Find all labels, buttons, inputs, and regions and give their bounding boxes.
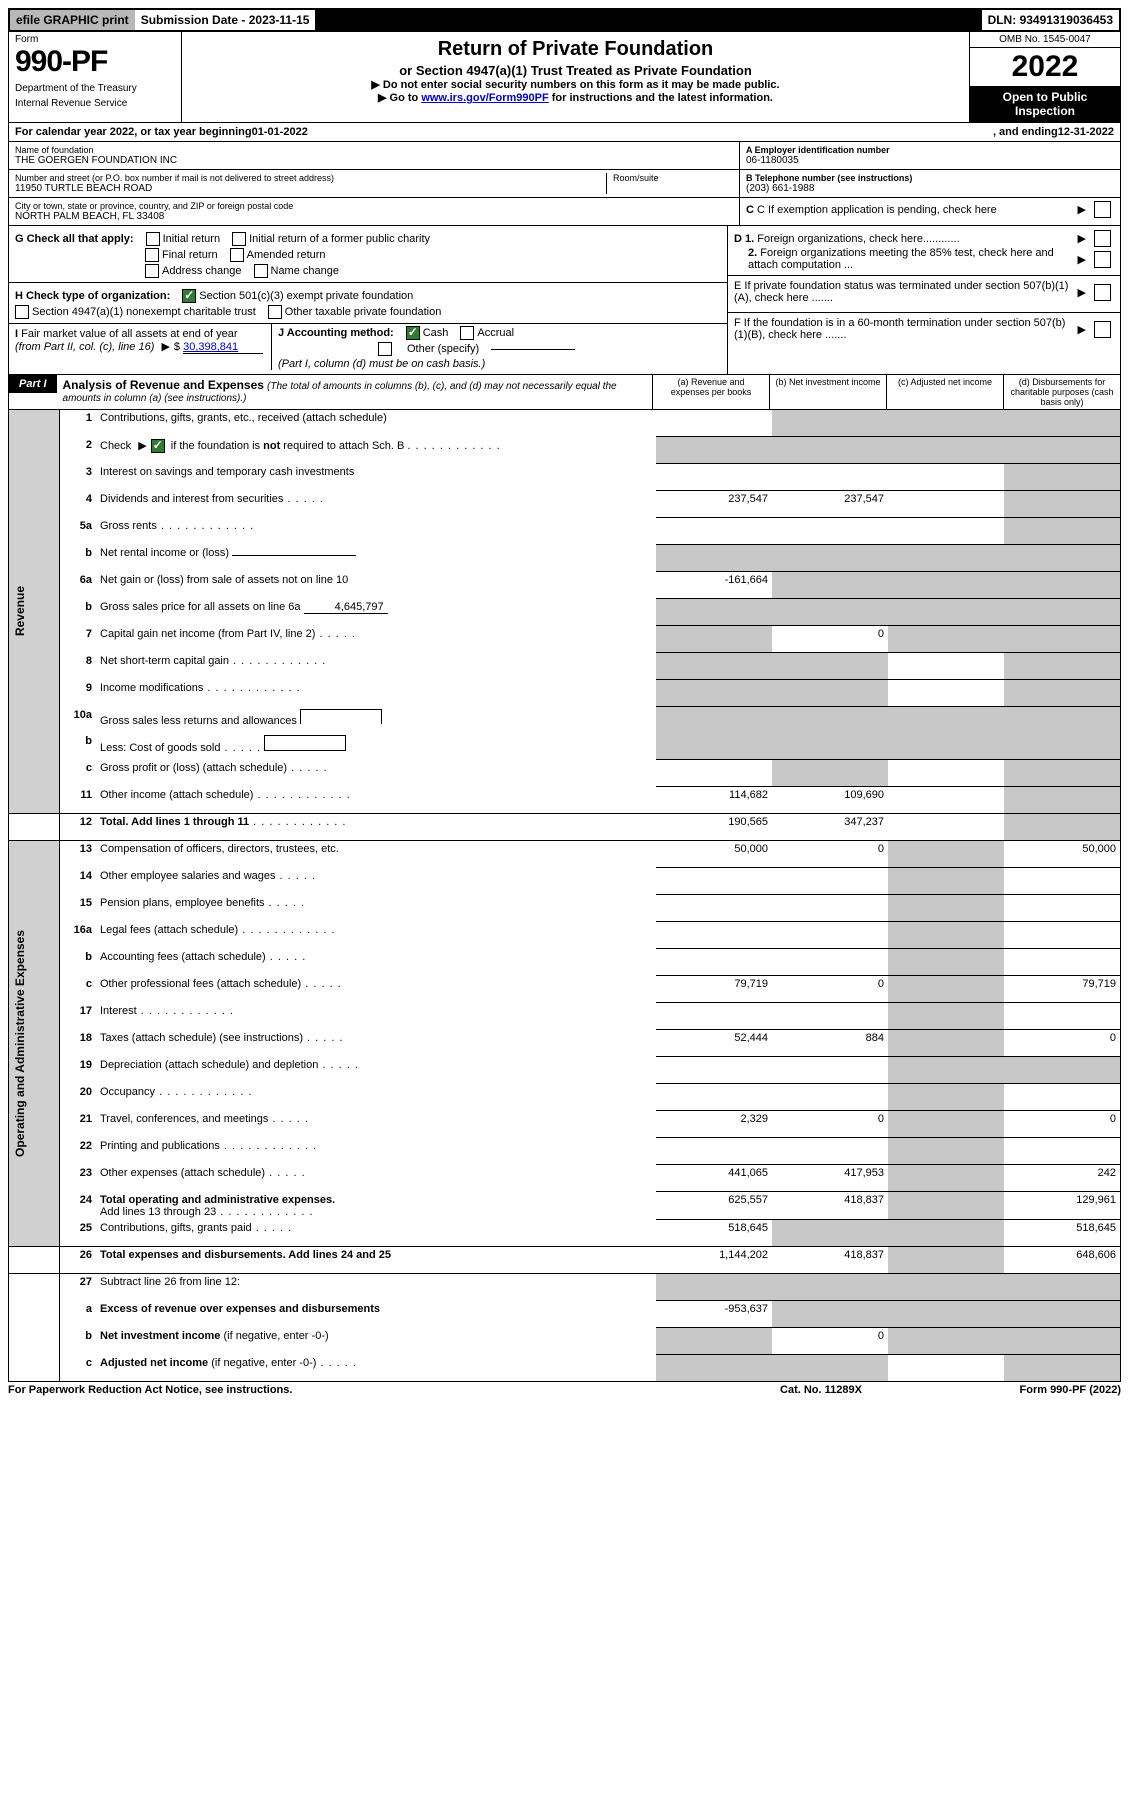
entity-block: Name of foundation THE GOERGEN FOUNDATIO… bbox=[8, 142, 1121, 226]
arrow-icon bbox=[1074, 203, 1090, 216]
part1-title: Analysis of Revenue and Expenses bbox=[63, 378, 264, 392]
room-label: Room/suite bbox=[613, 173, 733, 183]
name-change-checkbox[interactable] bbox=[254, 264, 268, 278]
topbar-filler bbox=[315, 10, 981, 30]
f-label: F If the foundation is in a 60-month ter… bbox=[734, 317, 1070, 341]
form-subtitle: or Section 4947(a)(1) Trust Treated as P… bbox=[186, 63, 965, 78]
revenue-side-label: Revenue bbox=[13, 586, 27, 636]
dln: DLN: 93491319036453 bbox=[982, 10, 1119, 30]
f-checkbox[interactable] bbox=[1094, 321, 1111, 338]
h-label: H Check type of organization: bbox=[15, 290, 170, 302]
part1-tag: Part I bbox=[9, 375, 57, 393]
e-checkbox[interactable] bbox=[1094, 284, 1111, 301]
city-state-zip: NORTH PALM BEACH, FL 33408 bbox=[15, 211, 733, 222]
fmv-value[interactable]: 30,398,841 bbox=[183, 341, 263, 354]
col-d-header: (d) Disbursements for charitable purpose… bbox=[1003, 375, 1120, 409]
page-footer: For Paperwork Reduction Act Notice, see … bbox=[8, 1382, 1121, 1396]
form-number: 990-PF bbox=[15, 45, 175, 79]
ein-label: A Employer identification number bbox=[746, 145, 1114, 155]
col-c-header: (c) Adjusted net income bbox=[886, 375, 1003, 409]
exemption-pending-checkbox[interactable] bbox=[1094, 201, 1111, 218]
part1-header: Part I Analysis of Revenue and Expenses … bbox=[8, 375, 1121, 410]
d1-checkbox[interactable] bbox=[1094, 230, 1111, 247]
501c3-checkbox[interactable] bbox=[182, 289, 196, 303]
top-bar: efile GRAPHIC print Submission Date - 20… bbox=[8, 8, 1121, 32]
form-header: Form 990-PF Department of the Treasury I… bbox=[8, 32, 1121, 123]
phone-value: (203) 661-1988 bbox=[746, 183, 1114, 194]
ssn-warning: Do not enter social security numbers on … bbox=[186, 78, 965, 91]
form990pf-link[interactable]: www.irs.gov/Form990PF bbox=[421, 92, 548, 104]
phone-label: B Telephone number (see instructions) bbox=[746, 173, 1114, 183]
open-public-badge: Open to Public Inspection bbox=[970, 86, 1120, 122]
exemption-pending-label: C C If exemption application is pending,… bbox=[746, 204, 1070, 216]
checks-block: G Check all that apply: Initial return I… bbox=[8, 226, 1121, 375]
j-label: J Accounting method: bbox=[278, 327, 394, 339]
e-label: E If private foundation status was termi… bbox=[734, 280, 1070, 304]
dept-irs: Internal Revenue Service bbox=[15, 98, 175, 109]
arrow-icon bbox=[157, 341, 173, 353]
address-change-checkbox[interactable] bbox=[145, 264, 159, 278]
final-return-checkbox[interactable] bbox=[145, 248, 159, 262]
omb-number: OMB No. 1545-0047 bbox=[970, 32, 1120, 48]
tax-year: 2022 bbox=[970, 48, 1120, 86]
arrow-icon bbox=[1074, 253, 1090, 266]
address-label: Number and street (or P.O. box number if… bbox=[15, 173, 606, 183]
cash-checkbox[interactable] bbox=[406, 326, 420, 340]
arrow-icon bbox=[1074, 323, 1090, 336]
form-ref: Form 990-PF (2022) bbox=[921, 1384, 1121, 1396]
ein-value: 06-1180035 bbox=[746, 155, 1114, 166]
foundation-name: THE GOERGEN FOUNDATION INC bbox=[15, 155, 733, 166]
city-label: City or town, state or province, country… bbox=[15, 201, 733, 211]
d1-label: D 1. Foreign organizations, check here..… bbox=[734, 233, 1070, 245]
amended-return-checkbox[interactable] bbox=[230, 248, 244, 262]
accrual-checkbox[interactable] bbox=[460, 326, 474, 340]
other-taxable-checkbox[interactable] bbox=[268, 305, 282, 319]
arrow-icon bbox=[1074, 232, 1090, 245]
dept-treasury: Department of the Treasury bbox=[15, 83, 175, 94]
d2-checkbox[interactable] bbox=[1094, 251, 1111, 268]
d2-label: 2. Foreign organizations meeting the 85%… bbox=[748, 247, 1070, 271]
efile-label[interactable]: efile GRAPHIC print bbox=[10, 10, 135, 30]
j-note: (Part I, column (d) must be on cash basi… bbox=[278, 358, 485, 370]
instructions-link-line: Go to www.irs.gov/Form990PF for instruct… bbox=[186, 91, 965, 104]
part1-table: Revenue 1Contributions, gifts, grants, e… bbox=[8, 410, 1121, 1382]
cat-no: Cat. No. 11289X bbox=[721, 1384, 921, 1396]
4947a1-checkbox[interactable] bbox=[15, 305, 29, 319]
schb-checkbox[interactable] bbox=[151, 439, 165, 453]
form-word: Form bbox=[15, 34, 175, 45]
col-a-header: (a) Revenue and expenses per books bbox=[652, 375, 769, 409]
g-label: G Check all that apply: bbox=[15, 233, 134, 245]
initial-return-checkbox[interactable] bbox=[146, 232, 160, 246]
expenses-side-label: Operating and Administrative Expenses bbox=[13, 930, 27, 1157]
col-b-header: (b) Net investment income bbox=[769, 375, 886, 409]
address: 11950 TURTLE BEACH ROAD bbox=[15, 183, 606, 194]
initial-public-checkbox[interactable] bbox=[232, 232, 246, 246]
arrow-icon bbox=[1074, 286, 1090, 299]
other-method-checkbox[interactable] bbox=[378, 342, 392, 356]
paperwork-notice: For Paperwork Reduction Act Notice, see … bbox=[8, 1384, 721, 1396]
submission-date: Submission Date - 2023-11-15 bbox=[135, 10, 316, 30]
foundation-name-label: Name of foundation bbox=[15, 145, 733, 155]
calendar-year-row: For calendar year 2022, or tax year begi… bbox=[8, 123, 1121, 142]
form-title: Return of Private Foundation bbox=[186, 38, 965, 61]
